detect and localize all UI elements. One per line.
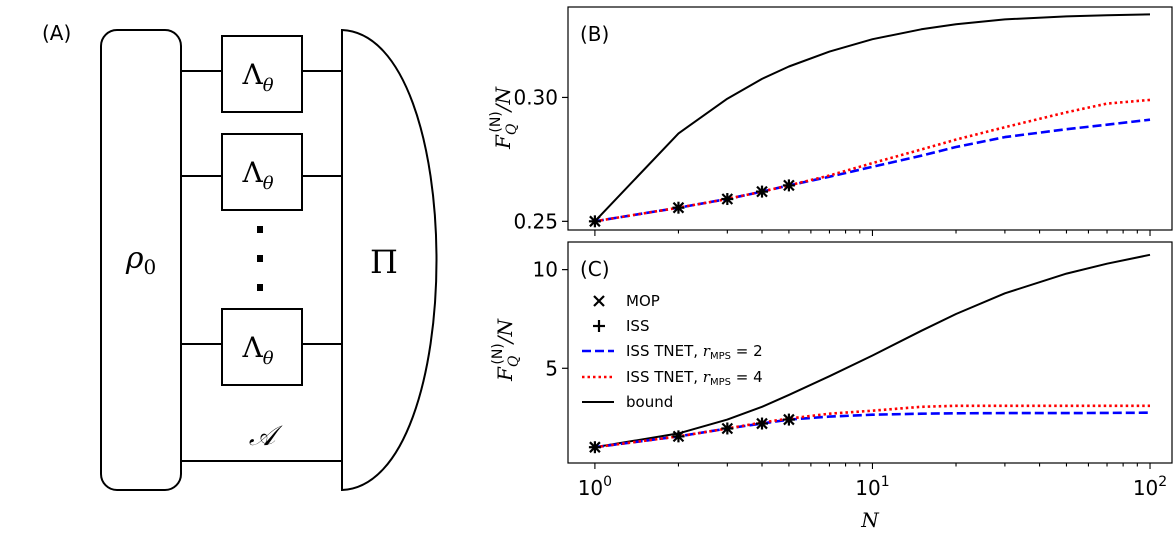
svg-text:ISS TNET, rMPS = 4: ISS TNET, rMPS = 4 bbox=[626, 368, 763, 388]
channel-box: Λθ bbox=[221, 35, 303, 113]
chart-b-y-axis-label: FQ(N)/N bbox=[488, 85, 520, 150]
chart-legend: MOP ISS ISS TNET, rMPS = 2 ISS TNET, rMP… bbox=[582, 292, 763, 411]
x-tick-label: 101 bbox=[855, 474, 889, 500]
chart-c-iss-marker bbox=[782, 413, 795, 426]
legend-item-mop: MOP bbox=[593, 292, 660, 310]
chart-c-series-solid bbox=[594, 253, 1151, 449]
chart-c-iss-marker bbox=[672, 430, 685, 443]
chart-c-y-tick-label: 5 bbox=[545, 356, 558, 380]
svg-text:ISS TNET, rMPS = 2: ISS TNET, rMPS = 2 bbox=[626, 342, 763, 362]
ancilla-label: 𝒜 bbox=[249, 419, 283, 452]
measurement-shape bbox=[341, 28, 438, 492]
chart-c: (C) 5 10 FQ(N)/N MOP ISS ISS TNET, rMPS =… bbox=[490, 241, 1173, 469]
chart-b-iss-marker bbox=[588, 215, 601, 228]
circuit-wires bbox=[181, 70, 342, 462]
chart-b-iss-marker bbox=[756, 185, 769, 198]
channel-box: Λθ bbox=[221, 133, 303, 211]
legend-item-bound: bound bbox=[582, 393, 673, 411]
legend-item-iss: ISS bbox=[593, 317, 649, 335]
chart-b-panel-label: (B) bbox=[580, 22, 609, 46]
chart-b-y-axis: 0.25 0.30 bbox=[513, 85, 1151, 236]
initial-state-label: ρ0 bbox=[125, 241, 156, 279]
chart-c-iss-marker bbox=[588, 441, 601, 454]
chart-b-frame bbox=[567, 6, 1173, 231]
svg-text:Λθ: Λθ bbox=[241, 156, 273, 194]
chart-c-frame bbox=[567, 241, 1173, 464]
chart-c-panel-label: (C) bbox=[580, 257, 610, 281]
legend-item-tnet4: ISS TNET, rMPS = 4 bbox=[582, 368, 763, 388]
svg-text:MOP: MOP bbox=[626, 292, 660, 310]
panel-a-label: (A) bbox=[42, 21, 71, 45]
chart-b-y-tick-label: 0.30 bbox=[513, 85, 558, 109]
x-tick-label: 100 bbox=[578, 474, 612, 500]
measurement-label: Π bbox=[370, 243, 398, 281]
chart-c-y-tick-label: 10 bbox=[533, 258, 558, 282]
chart-b-iss-marker bbox=[721, 193, 734, 206]
chart-c-iss-marker bbox=[756, 417, 769, 430]
svg-text:ISS: ISS bbox=[626, 317, 649, 335]
chart-b: (B) 0.25 0.30 FQ(N)/N bbox=[488, 6, 1173, 236]
x-axis-label: N bbox=[860, 508, 880, 532]
initial-state-box bbox=[100, 29, 182, 491]
chart-b-iss-marker bbox=[672, 201, 685, 214]
chart-b-plot-area bbox=[588, 13, 1151, 228]
chart-b-series-solid bbox=[594, 13, 1151, 222]
circuit-diagram: (A) ρ0 Λθ Λθ Λθ bbox=[42, 21, 438, 492]
chart-b-iss-marker bbox=[782, 179, 795, 192]
svg-text:Λθ: Λθ bbox=[241, 58, 273, 96]
legend-item-tnet2: ISS TNET, rMPS = 2 bbox=[582, 342, 763, 362]
channel-box: Λθ bbox=[221, 308, 303, 386]
x-axis: 100 101 102 bbox=[578, 474, 1167, 500]
svg-text:Λθ: Λθ bbox=[241, 331, 273, 369]
chart-c-iss-marker bbox=[721, 422, 734, 435]
ellipsis-dots bbox=[257, 226, 263, 291]
chart-c-y-axis: 5 10 bbox=[533, 258, 1151, 469]
chart-b-y-tick-label: 0.25 bbox=[513, 209, 558, 233]
svg-text:bound: bound bbox=[626, 393, 673, 411]
chart-c-plot-area bbox=[588, 253, 1151, 454]
x-tick-label: 102 bbox=[1133, 474, 1167, 500]
chart-c-y-axis-label: FQ(N)/N bbox=[490, 317, 522, 382]
